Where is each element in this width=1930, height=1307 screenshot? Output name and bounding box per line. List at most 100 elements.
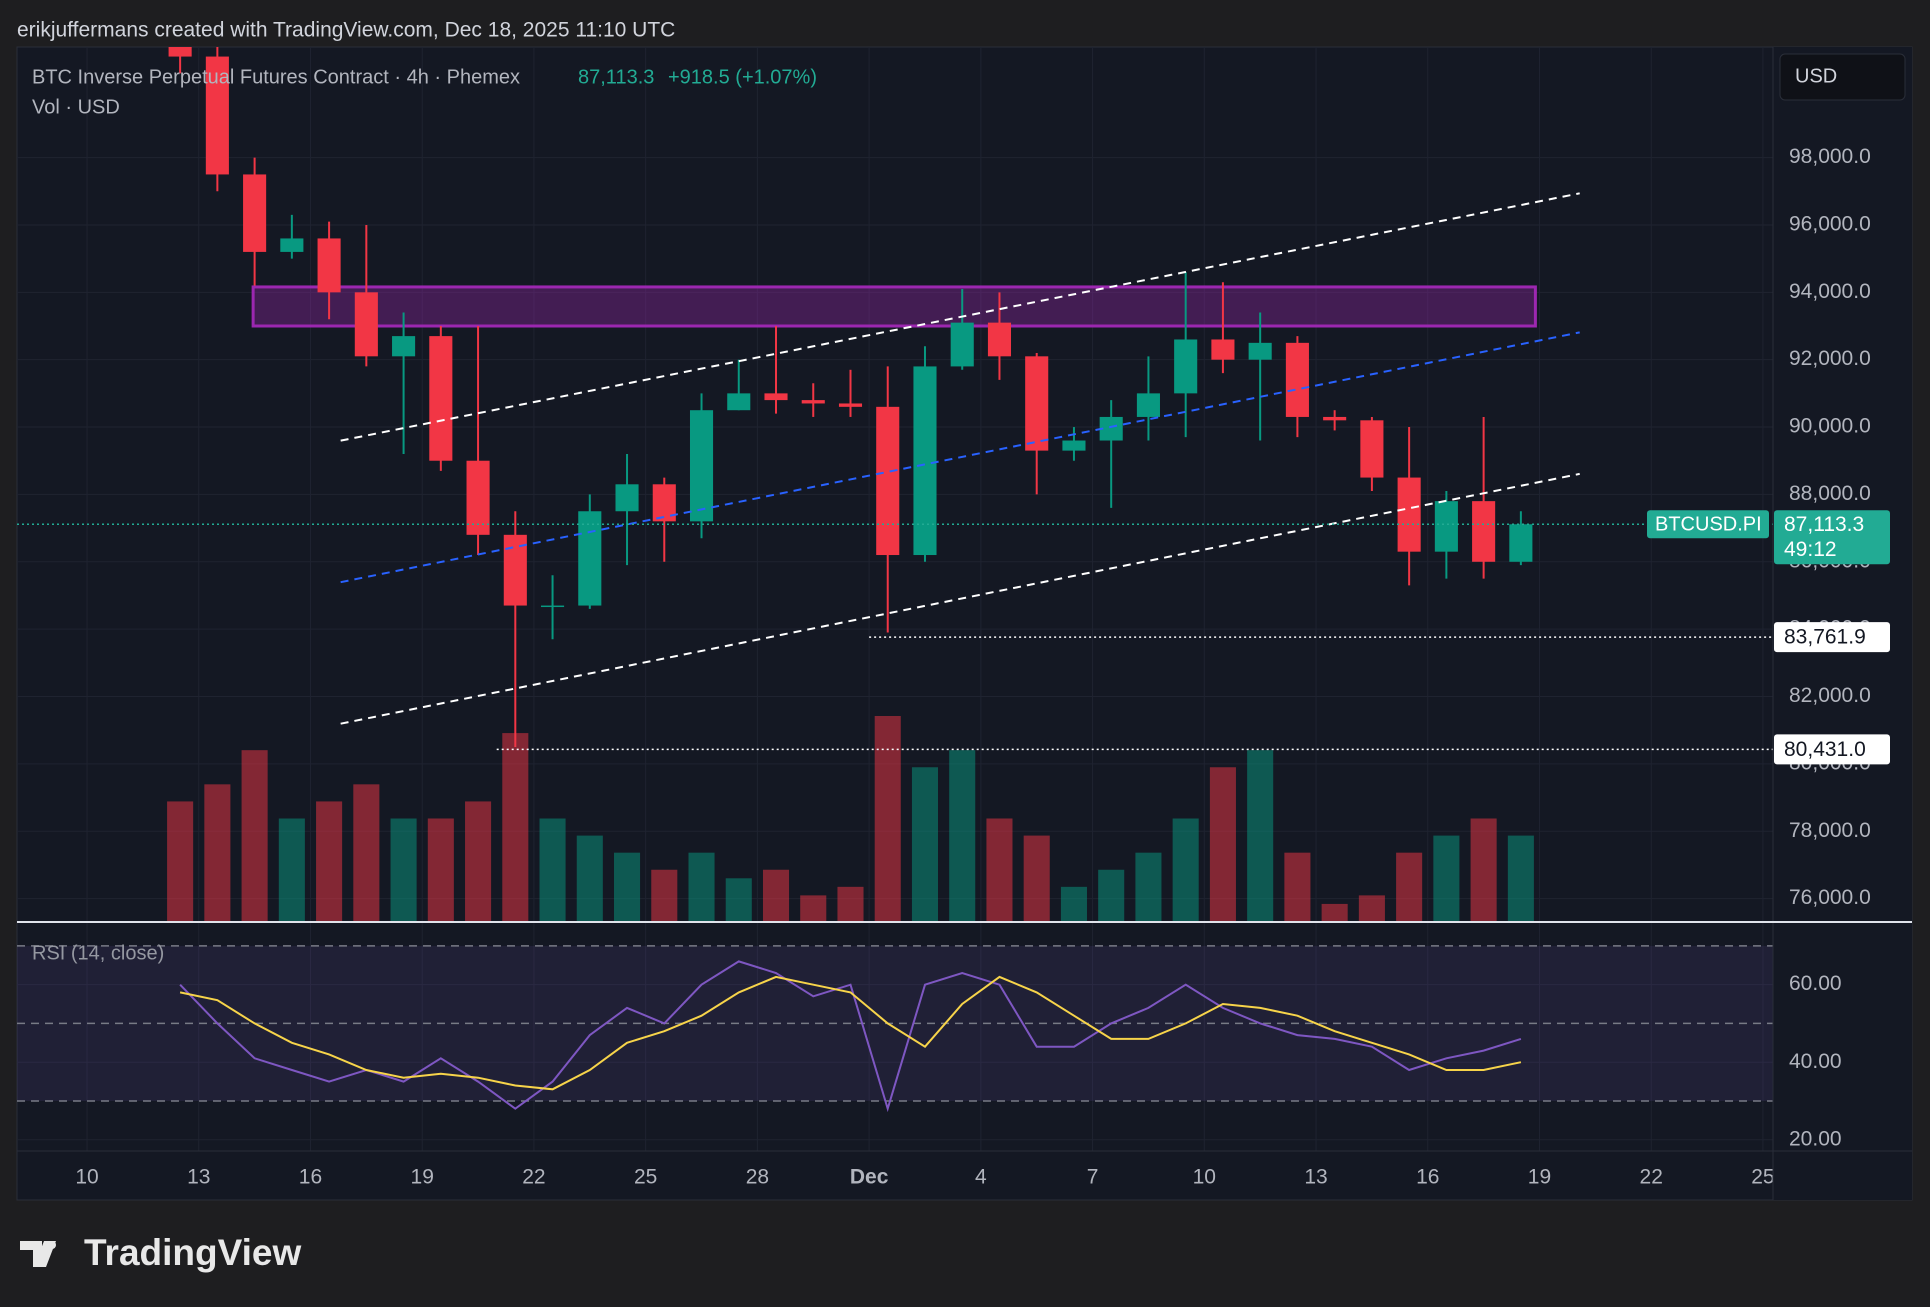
candle-body <box>1472 501 1496 562</box>
grid <box>17 47 1773 1151</box>
volume-bar <box>465 801 492 921</box>
trend-line <box>340 331 1580 584</box>
symbol: BTC Inverse Perpetual Futures Contract ·… <box>32 66 520 88</box>
volume-bar <box>576 835 603 921</box>
volume-bar <box>427 818 454 921</box>
rsi-band <box>17 945 1773 1101</box>
candle-body <box>1285 342 1309 417</box>
rsi-line <box>179 975 1522 1091</box>
y-tick-label: 92,000.0 <box>1789 347 1871 370</box>
x-tick-label: 13 <box>187 1166 210 1189</box>
volume-bar <box>1433 835 1460 921</box>
volume-bar <box>241 750 268 921</box>
x-tick-label: 22 <box>522 1166 545 1189</box>
candle-body <box>466 460 490 535</box>
zone <box>251 285 1537 328</box>
candle-body <box>615 484 639 512</box>
candle-body <box>1323 416 1347 421</box>
volume-bar <box>874 716 901 921</box>
candle-body <box>578 511 602 606</box>
x-tick-label: 7 <box>1087 1166 1099 1189</box>
countdown: 49:12 <box>1784 538 1837 561</box>
trend-line <box>340 192 1580 442</box>
candle-body <box>1062 440 1086 451</box>
y-tick-label: 94,000.0 <box>1789 280 1871 303</box>
x-tick-label: 19 <box>411 1166 434 1189</box>
y-tick-label: 88,000.0 <box>1789 482 1871 505</box>
candle-body <box>689 410 714 522</box>
x-tick-label: 25 <box>1751 1166 1774 1189</box>
volume-bar <box>390 818 417 921</box>
candle-body <box>1211 339 1235 360</box>
candle-body <box>801 400 825 404</box>
candle-body <box>392 336 416 357</box>
volume-bar <box>353 784 380 921</box>
y-tick-label: 40.00 <box>1789 1050 1842 1073</box>
rsi-title: RSI (14, close) <box>32 942 164 964</box>
volume-bar <box>800 895 827 921</box>
volume-bar <box>1321 903 1348 921</box>
price-tag <box>1774 734 1890 765</box>
volume-bar <box>1098 869 1125 921</box>
price-tag-label: 83,761.9 <box>1784 626 1866 649</box>
volume-bar <box>1023 835 1050 921</box>
candle-body <box>876 406 900 556</box>
volume-bar <box>316 801 343 921</box>
change: +918.5 (+1.07%) <box>668 66 817 88</box>
volume-bar <box>614 852 641 921</box>
y-tick-label: 82,000.0 <box>1789 684 1871 707</box>
volume-bar <box>278 818 305 921</box>
x-tick-label: 4 <box>975 1166 987 1189</box>
volume-bar <box>651 869 678 921</box>
volume-bar <box>502 733 529 921</box>
rsi-pane <box>17 945 1773 1113</box>
last-value: 87,113.3 <box>578 66 654 88</box>
volume-bar <box>986 818 1013 921</box>
price-tag <box>1774 622 1890 653</box>
candle-body <box>1025 356 1049 451</box>
volume-bar <box>167 801 194 921</box>
x-tick-label: 25 <box>634 1166 657 1189</box>
y-tick-label: 20.00 <box>1789 1127 1842 1150</box>
x-tick-label: 16 <box>299 1166 322 1189</box>
volume-bar <box>1172 818 1199 921</box>
y-tick-label: 96,000.0 <box>1789 213 1871 236</box>
volume-bar <box>762 869 790 921</box>
volume-bar <box>949 750 976 921</box>
x-tick-label: 10 <box>1193 1166 1216 1189</box>
candle-body <box>205 56 229 175</box>
candle-body <box>727 393 751 411</box>
x-tick-label: 16 <box>1416 1166 1439 1189</box>
candle-body <box>1397 477 1421 552</box>
candle-body <box>950 322 974 367</box>
currency-button[interactable] <box>1779 53 1906 101</box>
rsi-line <box>179 960 1522 1113</box>
y-tick-label: 60.00 <box>1789 972 1842 995</box>
symbol-tag <box>1647 510 1769 539</box>
candle-body <box>317 238 341 293</box>
volume-bar <box>1060 886 1087 921</box>
trend-line <box>340 472 1580 725</box>
currency[interactable]: USD <box>1795 65 1837 87</box>
volume-bar <box>725 878 752 921</box>
volume-bar <box>1247 750 1274 921</box>
brand: TradingView <box>84 1232 301 1273</box>
candle-body <box>1248 342 1272 360</box>
last-price-label: 87,113.3 <box>1784 513 1864 536</box>
volume-bar <box>1358 895 1385 921</box>
symbol-tag-label: BTCUSD.PI <box>1655 514 1762 536</box>
x-tick-label: 10 <box>75 1166 98 1189</box>
candle-body <box>541 605 565 608</box>
candle-body <box>1509 524 1533 562</box>
candle-body <box>1136 393 1160 417</box>
candle-body <box>429 336 453 461</box>
x-tick-label: Dec <box>850 1166 889 1189</box>
y-tick-label: 76,000.0 <box>1789 886 1871 909</box>
y-tick-label: 90,000.0 <box>1789 415 1871 438</box>
candle-body <box>1174 339 1198 394</box>
credit: erikjuffermans created with TradingView.… <box>17 19 675 42</box>
candle-body <box>1360 420 1384 478</box>
volume-bar <box>1396 852 1423 921</box>
volume-bar <box>204 784 231 921</box>
